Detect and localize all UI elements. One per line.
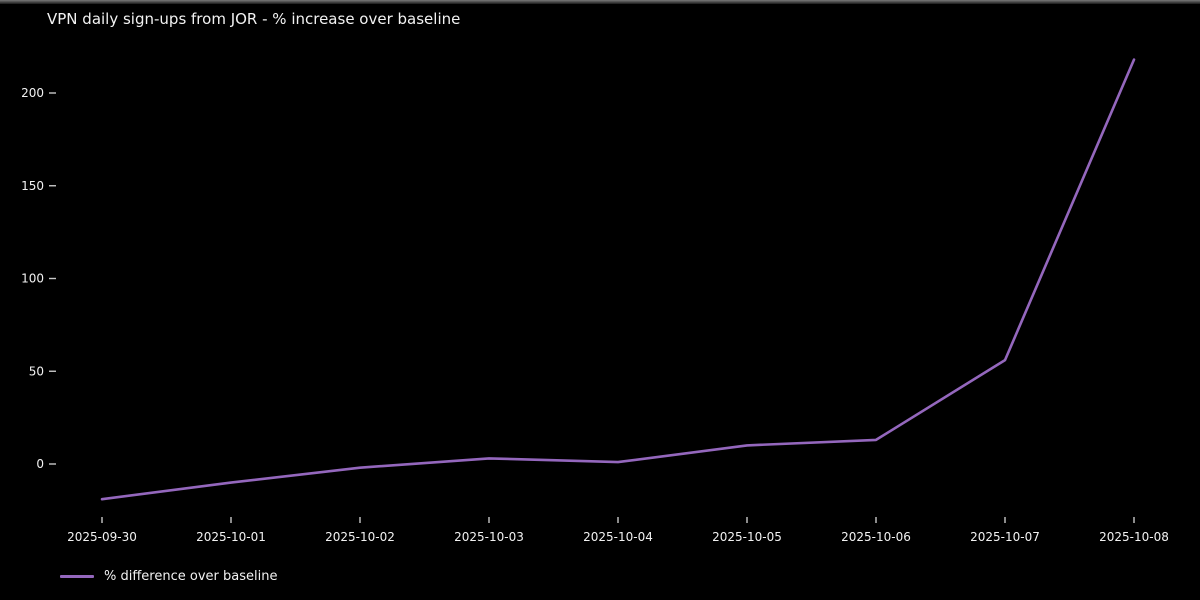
legend-line-swatch bbox=[60, 575, 94, 578]
x-axis-tick-label: 2025-10-06 bbox=[841, 530, 911, 544]
legend-label: % difference over baseline bbox=[104, 569, 278, 584]
x-axis-tick-label: 2025-09-30 bbox=[67, 530, 137, 544]
x-axis-tick-label: 2025-10-07 bbox=[970, 530, 1040, 544]
data-line-pct-difference bbox=[100, 58, 1136, 501]
y-axis-tick-label: 100 bbox=[21, 272, 44, 286]
chart-title: VPN daily sign-ups from JOR - % increase… bbox=[47, 10, 461, 28]
x-axis-tick-label: 2025-10-01 bbox=[196, 530, 266, 544]
y-axis-tick-label: 0 bbox=[36, 457, 44, 471]
x-axis-tick-label: 2025-10-03 bbox=[454, 530, 524, 544]
legend: % difference over baseline bbox=[60, 569, 277, 584]
x-axis-tick-label: 2025-10-04 bbox=[583, 530, 653, 544]
x-axis-tick-label: 2025-10-02 bbox=[325, 530, 395, 544]
x-axis-tick-label: 2025-10-05 bbox=[712, 530, 782, 544]
y-axis-tick-label: 150 bbox=[21, 179, 44, 193]
y-axis-tick-label: 50 bbox=[29, 364, 44, 378]
x-axis-tick-label: 2025-10-08 bbox=[1099, 530, 1169, 544]
y-axis-tick-label: 200 bbox=[21, 86, 44, 100]
window-top-edge bbox=[0, 0, 1200, 4]
